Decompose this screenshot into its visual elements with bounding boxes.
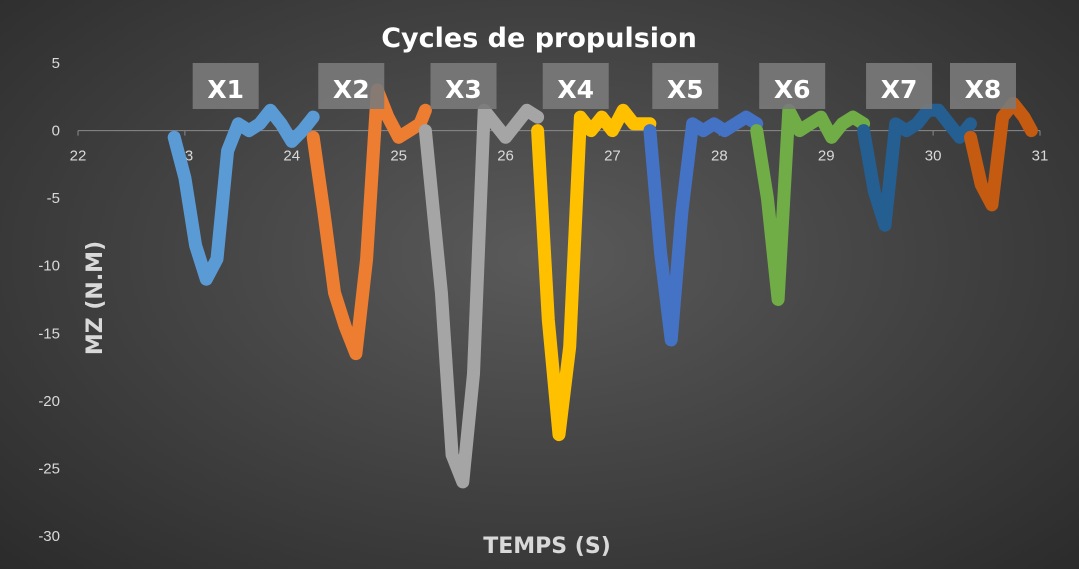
series-label-text: X7 xyxy=(881,75,918,104)
series-label-box xyxy=(430,63,497,109)
y-tick-label: -15 xyxy=(38,325,60,342)
y-tick-label: -5 xyxy=(47,190,60,207)
series-line-x6 xyxy=(750,103,871,306)
series-label-text: X4 xyxy=(557,75,594,104)
series-line-x5 xyxy=(643,110,764,347)
series-label-box xyxy=(949,63,1016,109)
series-label-x5: X5 xyxy=(652,63,719,109)
y-tick-label: -25 xyxy=(38,460,60,477)
y-tick-label: 5 xyxy=(52,55,60,72)
series-label-x7: X7 xyxy=(866,63,933,109)
y-axis-title: MZ (N.M) xyxy=(83,241,108,355)
series-label-text: X2 xyxy=(333,75,370,104)
series-label-text: X6 xyxy=(774,75,811,104)
series-label-box xyxy=(759,63,826,109)
series-layer xyxy=(167,83,1038,489)
series-label-x2: X2 xyxy=(318,63,385,109)
x-tick-label: 28 xyxy=(711,148,728,165)
series-line-x2 xyxy=(306,83,432,361)
series-label-box xyxy=(318,63,385,109)
series-label-box xyxy=(652,63,719,109)
series-label-text: X5 xyxy=(667,75,704,104)
series-label-text: X1 xyxy=(207,75,244,104)
x-axis: 22 23 24 25 26 27 28 29 30 31 xyxy=(70,130,1049,165)
series-label-x8: X8 xyxy=(949,63,1016,109)
x-tick-label: 26 xyxy=(497,148,514,165)
x-tick-label: 25 xyxy=(390,148,407,165)
chart-title: Cycles de propulsion xyxy=(381,23,697,54)
series-label-text: X8 xyxy=(965,75,1002,104)
x-tick-label: 22 xyxy=(70,148,87,165)
x-tick-label: 27 xyxy=(604,148,621,165)
x-tick-label: 24 xyxy=(283,148,300,165)
x-axis-title: TEMPS (S) xyxy=(483,534,611,559)
y-tick-label: -10 xyxy=(38,258,60,275)
x-tick-label: 30 xyxy=(925,148,942,165)
y-tick-label: -30 xyxy=(38,528,60,545)
series-label-x1: X1 xyxy=(192,63,259,109)
series-labels: X1 X2 X3 X4 X5 X6 X7 X8 xyxy=(192,63,1016,109)
series-label-x6: X6 xyxy=(759,63,826,109)
x-tick-label: 29 xyxy=(818,148,835,165)
series-line-x3 xyxy=(418,103,545,489)
y-tick-label: -20 xyxy=(38,393,60,410)
series-label-x4: X4 xyxy=(542,63,609,109)
series-label-text: X3 xyxy=(445,75,482,104)
y-tick-label: 0 xyxy=(52,123,60,140)
series-label-box xyxy=(866,63,933,109)
series-line-x7 xyxy=(857,103,977,232)
series-label-box xyxy=(192,63,259,109)
series-label-box xyxy=(542,63,609,109)
series-line-x1 xyxy=(167,103,320,286)
x-tick-label: 31 xyxy=(1032,148,1049,165)
series-line-x8 xyxy=(964,97,1038,212)
series-label-x3: X3 xyxy=(430,63,497,109)
y-axis: 5 0 -5 -10 -15 -20 -25 -30 xyxy=(38,55,60,545)
series-line-x4 xyxy=(531,103,657,442)
